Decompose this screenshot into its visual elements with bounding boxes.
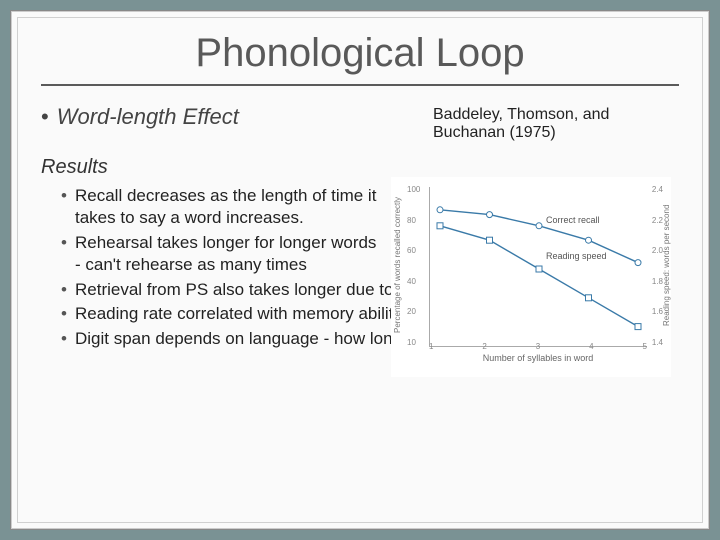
slide-title: Phonological Loop	[41, 31, 679, 76]
chart-svg	[430, 187, 648, 347]
chart-plot-area: Correct recall Reading speed	[429, 187, 647, 347]
subtitle-row: • Word-length Effect Baddeley, Thomson, …	[41, 104, 679, 142]
chart-x-ticks: 1 2 3 4 5	[429, 342, 647, 351]
chart-x-label: Number of syllables in word	[429, 353, 647, 363]
chart-y-right-label: Reading speed: words per second	[662, 185, 671, 345]
series-label-recall: Correct recall	[546, 215, 600, 225]
chart-y-left-label: Percentage of words recalled correctly	[393, 185, 402, 345]
slide-frame: Phonological Loop • Word-length Effect B…	[10, 10, 710, 530]
series-label-reading: Reading speed	[546, 251, 607, 261]
title-divider	[41, 84, 679, 86]
section-heading: Results	[41, 156, 679, 179]
bullet-item: Rehearsal takes longer for longer words …	[61, 232, 381, 277]
chart-y-right-ticks: 2.4 2.2 2.0 1.8 1.6 1.4	[652, 185, 663, 347]
subtitle-bullet: •	[41, 104, 49, 130]
citation-text: Baddeley, Thomson, and Buchanan (1975)	[433, 106, 653, 142]
bullet-item: Recall decreases as the length of time i…	[61, 185, 381, 230]
chart-figure: Percentage of words recalled correctly R…	[391, 177, 671, 377]
subtitle-text: Word-length Effect	[57, 104, 239, 130]
chart-y-left-ticks: 100 80 60 40 20 10	[407, 185, 420, 347]
